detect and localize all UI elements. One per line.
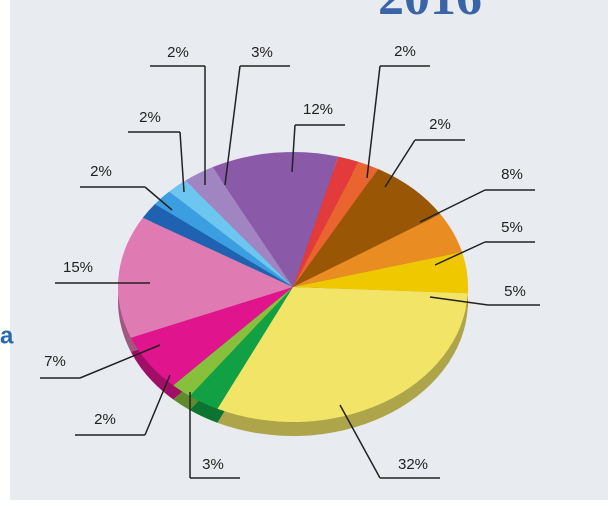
leader-line (291, 124, 345, 173)
leader-line (429, 296, 540, 306)
slice (217, 287, 468, 422)
slice (189, 287, 293, 409)
data-label: 8% (501, 166, 523, 183)
leader-line (384, 139, 465, 188)
slice (293, 252, 468, 294)
slice (293, 161, 379, 287)
slice (173, 287, 293, 396)
slice (142, 203, 293, 287)
data-label: 12% (303, 101, 333, 118)
slice (212, 151, 339, 287)
data-label: 7% (44, 353, 66, 370)
banner-text: 2016 (378, 0, 482, 26)
leader-line (150, 65, 206, 185)
data-label: 32% (398, 456, 428, 473)
data-label: 5% (501, 219, 523, 236)
slice (293, 156, 359, 287)
leader-line (366, 65, 430, 179)
slice (293, 214, 463, 287)
data-label: 2% (429, 116, 451, 133)
data-label: 3% (251, 44, 273, 61)
leader-line (339, 404, 440, 479)
slice (293, 169, 441, 287)
slice (185, 167, 293, 287)
data-label: 2% (167, 44, 189, 61)
data-label: 15% (63, 259, 93, 276)
leader-line (224, 65, 290, 186)
slice (154, 191, 293, 287)
cut-text: a (0, 322, 14, 349)
leader-line (189, 392, 240, 479)
slice (169, 180, 293, 287)
leader-line (75, 374, 171, 436)
data-label: 2% (94, 411, 116, 428)
data-label: 5% (504, 283, 526, 300)
leader-line (128, 131, 185, 193)
leader-line (434, 241, 535, 266)
leader-line (40, 344, 161, 379)
data-label: 3% (202, 456, 224, 473)
data-label: 2% (90, 163, 112, 180)
data-label: 2% (394, 43, 416, 60)
data-label: 2% (139, 109, 161, 126)
slice (117, 217, 293, 338)
leader-line (419, 189, 535, 223)
slice (130, 287, 293, 386)
leader-line (80, 186, 173, 211)
